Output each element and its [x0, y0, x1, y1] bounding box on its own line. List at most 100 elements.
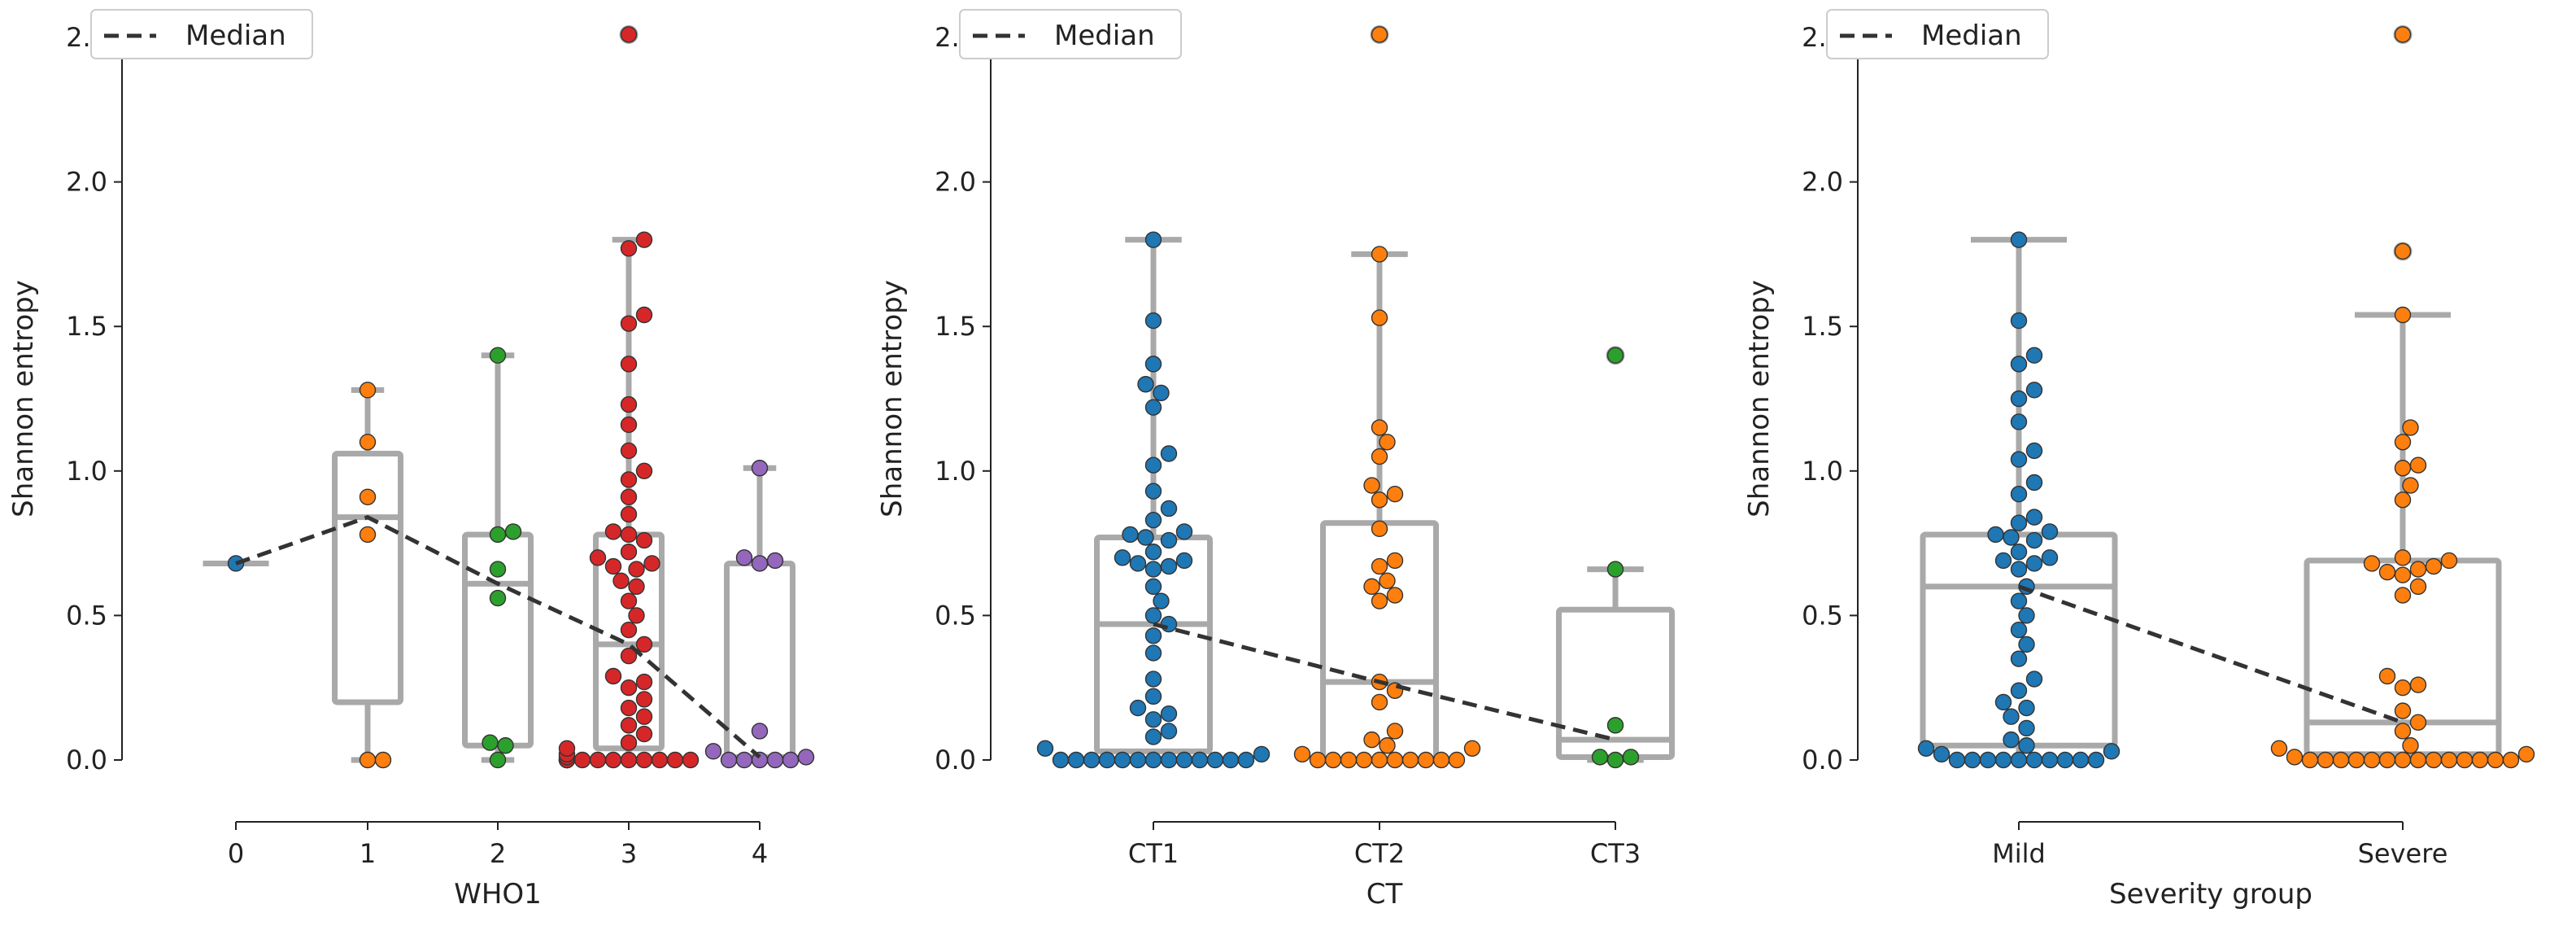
data-point [1153, 592, 1170, 609]
data-point [604, 751, 622, 769]
y-tick-label: 2.0 [1802, 167, 1843, 198]
data-point [2018, 635, 2035, 653]
data-point [620, 315, 638, 332]
box-4 [724, 465, 795, 763]
data-point [2317, 751, 2334, 769]
data-point [1386, 587, 1404, 604]
data-point [635, 231, 653, 248]
data-point [620, 240, 638, 257]
data-point [635, 751, 653, 769]
x-axis-label: Severity group [2109, 878, 2312, 911]
median-line [2018, 584, 2404, 725]
data-point [2025, 474, 2043, 491]
y-tick-label: 1.5 [66, 311, 107, 342]
data-point [1144, 483, 1162, 500]
data-point [1253, 745, 1271, 763]
data-point [2402, 419, 2419, 436]
data-point [1606, 751, 1624, 769]
data-point [2378, 667, 2396, 685]
data-point [2010, 544, 2028, 561]
data-point [1309, 751, 1327, 769]
data-point [2378, 563, 2396, 581]
data-point [604, 523, 622, 540]
swarm-Severe [2270, 26, 2535, 769]
y-tick-label: 1.0 [1802, 456, 1843, 487]
data-point [1371, 693, 1388, 711]
data-point [2502, 751, 2520, 769]
data-point [2087, 751, 2105, 769]
data-point [1160, 557, 1178, 575]
data-point [2010, 486, 2028, 503]
data-point [1144, 561, 1162, 578]
data-point [1371, 26, 1388, 43]
data-point [1987, 526, 2004, 544]
data-point [620, 26, 638, 43]
data-point [1386, 552, 1404, 570]
data-point [2402, 477, 2419, 494]
data-point [620, 647, 638, 665]
data-point [558, 740, 576, 757]
data-point [1379, 434, 1396, 451]
data-point [2425, 557, 2443, 575]
data-point [1144, 356, 1162, 373]
data-point [2409, 561, 2427, 578]
data-point [2025, 442, 2043, 460]
box-Severe [2304, 24, 2502, 763]
data-point [751, 555, 769, 572]
data-point [1355, 751, 1373, 769]
data-point [1948, 751, 1966, 769]
data-point [1036, 740, 1054, 757]
data-point [2425, 751, 2443, 769]
data-point [620, 592, 638, 609]
data-point [1994, 552, 2012, 570]
x-tick-label: CT1 [1128, 838, 1179, 869]
data-point [1371, 592, 1388, 609]
data-point [735, 751, 753, 769]
data-point [604, 557, 622, 575]
y-tick-label: 1.5 [935, 311, 976, 342]
data-point [1129, 751, 1147, 769]
box-CT2 [1320, 24, 1439, 763]
data-point [1606, 347, 1624, 364]
data-point [2363, 751, 2381, 769]
x-tick-label: CT3 [1590, 838, 1641, 869]
data-point [1144, 607, 1162, 624]
data-point [2394, 26, 2412, 43]
data-point [1964, 751, 1981, 769]
data-point [1379, 737, 1396, 754]
data-point [359, 434, 377, 451]
data-point [1144, 399, 1162, 416]
data-point [359, 751, 377, 769]
data-point [1979, 751, 1997, 769]
y-axis-label: Shannon entropy [876, 280, 909, 518]
data-point [2394, 587, 2412, 604]
legend: Median [959, 9, 1182, 59]
data-point [1293, 745, 1311, 763]
data-point [620, 416, 638, 434]
x-tick-label: 0 [228, 838, 244, 869]
data-point [651, 751, 669, 769]
data-point [1144, 670, 1162, 688]
data-point [2394, 306, 2412, 324]
data-point [2010, 561, 2028, 578]
data-point [1175, 552, 1193, 570]
data-point [2409, 751, 2427, 769]
data-point [2025, 751, 2043, 769]
legend-label: Median [1921, 20, 2022, 52]
data-point [2270, 740, 2288, 757]
x-tick-label: 3 [621, 838, 637, 869]
data-point [1371, 448, 1388, 465]
data-point [1144, 751, 1162, 769]
data-point [1206, 751, 1224, 769]
data-point [1144, 644, 1162, 662]
data-point [1237, 751, 1255, 769]
data-point [1917, 740, 1935, 757]
data-point [1386, 751, 1404, 769]
data-point [1114, 549, 1131, 566]
x-tick-label: 1 [360, 838, 376, 869]
data-point [359, 382, 377, 399]
data-point [1160, 500, 1178, 518]
data-point [1144, 312, 1162, 330]
data-point [2394, 566, 2412, 583]
data-point [1098, 751, 1116, 769]
